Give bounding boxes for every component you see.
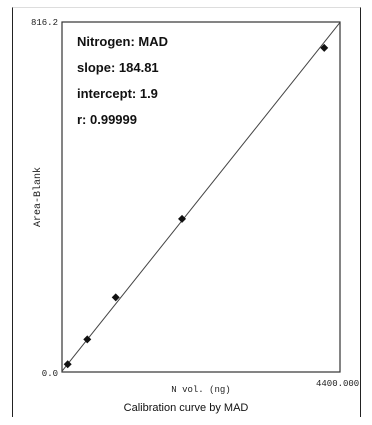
annotation-r: r: 0.99999 (77, 112, 137, 127)
annotation-name: Nitrogen: MAD (77, 34, 168, 49)
data-point-5 (320, 43, 329, 52)
y-axis-max-label: 816.2 (31, 18, 58, 28)
data-point-2 (83, 335, 92, 344)
fit-line (61, 22, 341, 372)
x-axis-title: N vol. (ng) (171, 385, 230, 395)
data-point-4 (178, 214, 187, 223)
y-axis-min-label: 0.0 (42, 369, 58, 379)
data-point-3 (111, 293, 120, 302)
x-axis-max-label: 4400.000 (316, 379, 359, 389)
y-axis-title: Area-Blank (32, 167, 44, 227)
data-points (63, 43, 329, 369)
plot-area (61, 21, 341, 373)
figure-caption: Calibration curve by MAD (123, 402, 249, 414)
figure-frame (12, 7, 361, 417)
data-point-1 (63, 360, 72, 369)
annotation-slope: slope: 184.81 (77, 60, 159, 75)
annotation-intercept: intercept: 1.9 (77, 86, 158, 101)
